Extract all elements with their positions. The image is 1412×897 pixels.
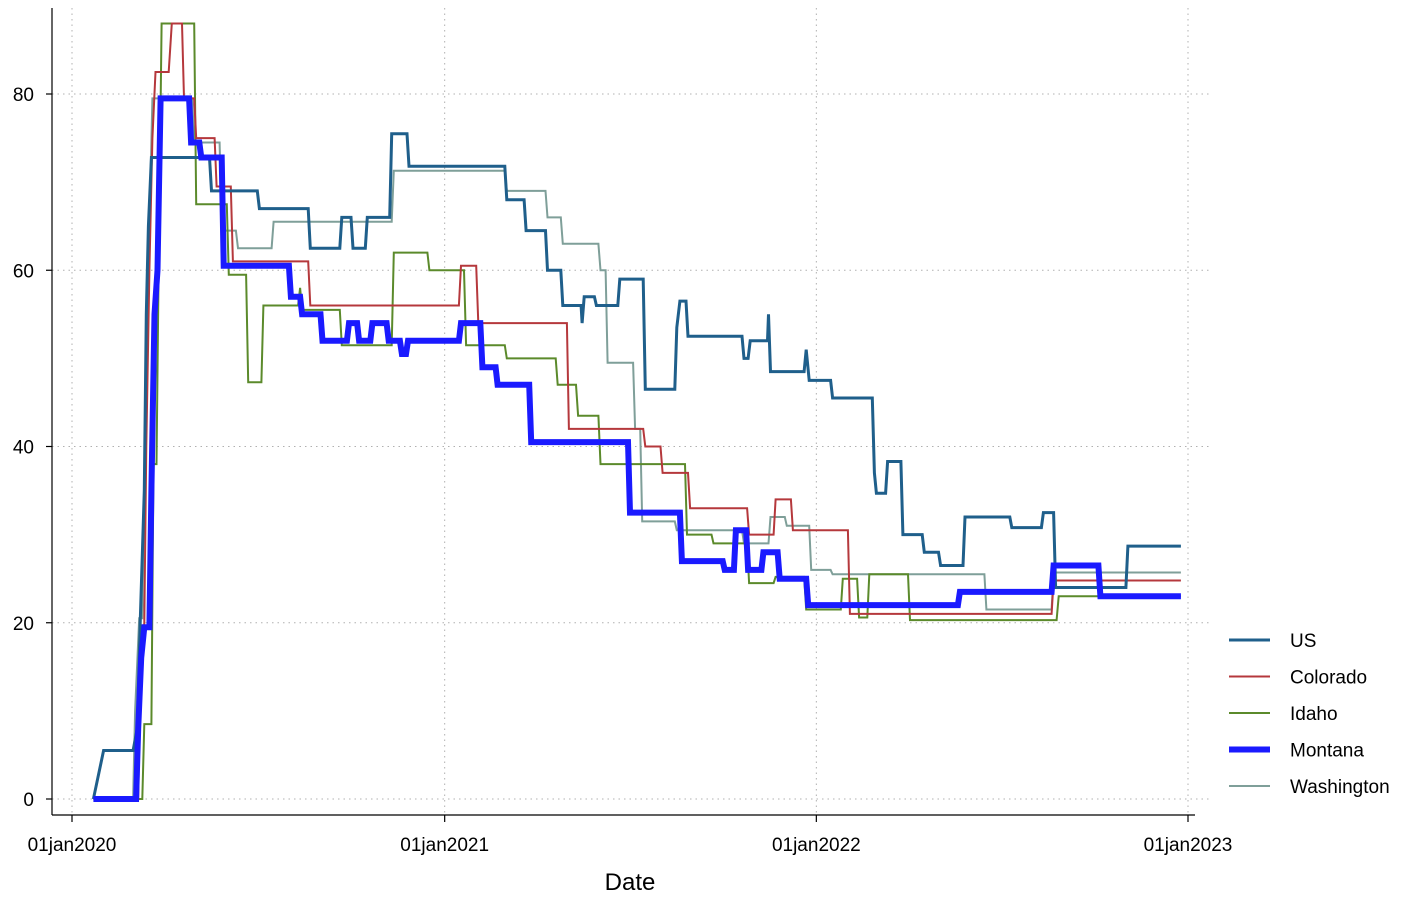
x-tick-label: 01jan2023: [1144, 835, 1233, 856]
legend-label: US: [1290, 631, 1316, 652]
x-tick-label: 01jan2020: [28, 835, 117, 856]
y-tick-label: 40: [13, 438, 34, 459]
legend-label: Washington: [1290, 777, 1390, 798]
series-line-washington: [93, 97, 1181, 800]
series-line-idaho: [93, 22, 1181, 800]
y-tick-label: 60: [13, 261, 34, 282]
y-tick-label: 80: [13, 85, 34, 106]
legend-label: Montana: [1290, 741, 1364, 762]
legend-label: Colorado: [1290, 668, 1367, 689]
series-line-colorado: [93, 22, 1181, 800]
series-line-montana: [93, 95, 1181, 802]
axes: [51, 8, 1195, 816]
y-tick-label: 20: [13, 614, 34, 635]
legend-item-montana: Montana: [1229, 741, 1364, 762]
x-tick-label: 01jan2021: [400, 835, 489, 856]
legend-item-colorado: Colorado: [1229, 668, 1367, 689]
x-axis-ticks: 01jan2020 01jan2021 01jan2022 01jan2023: [28, 815, 1233, 856]
series-layer: [91, 22, 1181, 802]
legend-item-us: US: [1229, 631, 1316, 652]
y-tick-label: 0: [23, 790, 34, 811]
gridlines: [52, 8, 1210, 815]
x-tick-label: 01jan2022: [772, 835, 861, 856]
y-axis-ticks: 0 20 40 60 80: [13, 85, 52, 811]
x-axis-title: Date: [605, 869, 656, 896]
series-line-us: [91, 132, 1181, 800]
legend-label: Idaho: [1290, 704, 1338, 725]
legend: US Colorado Idaho Montana Washington: [1229, 631, 1390, 798]
legend-item-washington: Washington: [1229, 777, 1390, 798]
legend-item-idaho: Idaho: [1229, 704, 1338, 725]
